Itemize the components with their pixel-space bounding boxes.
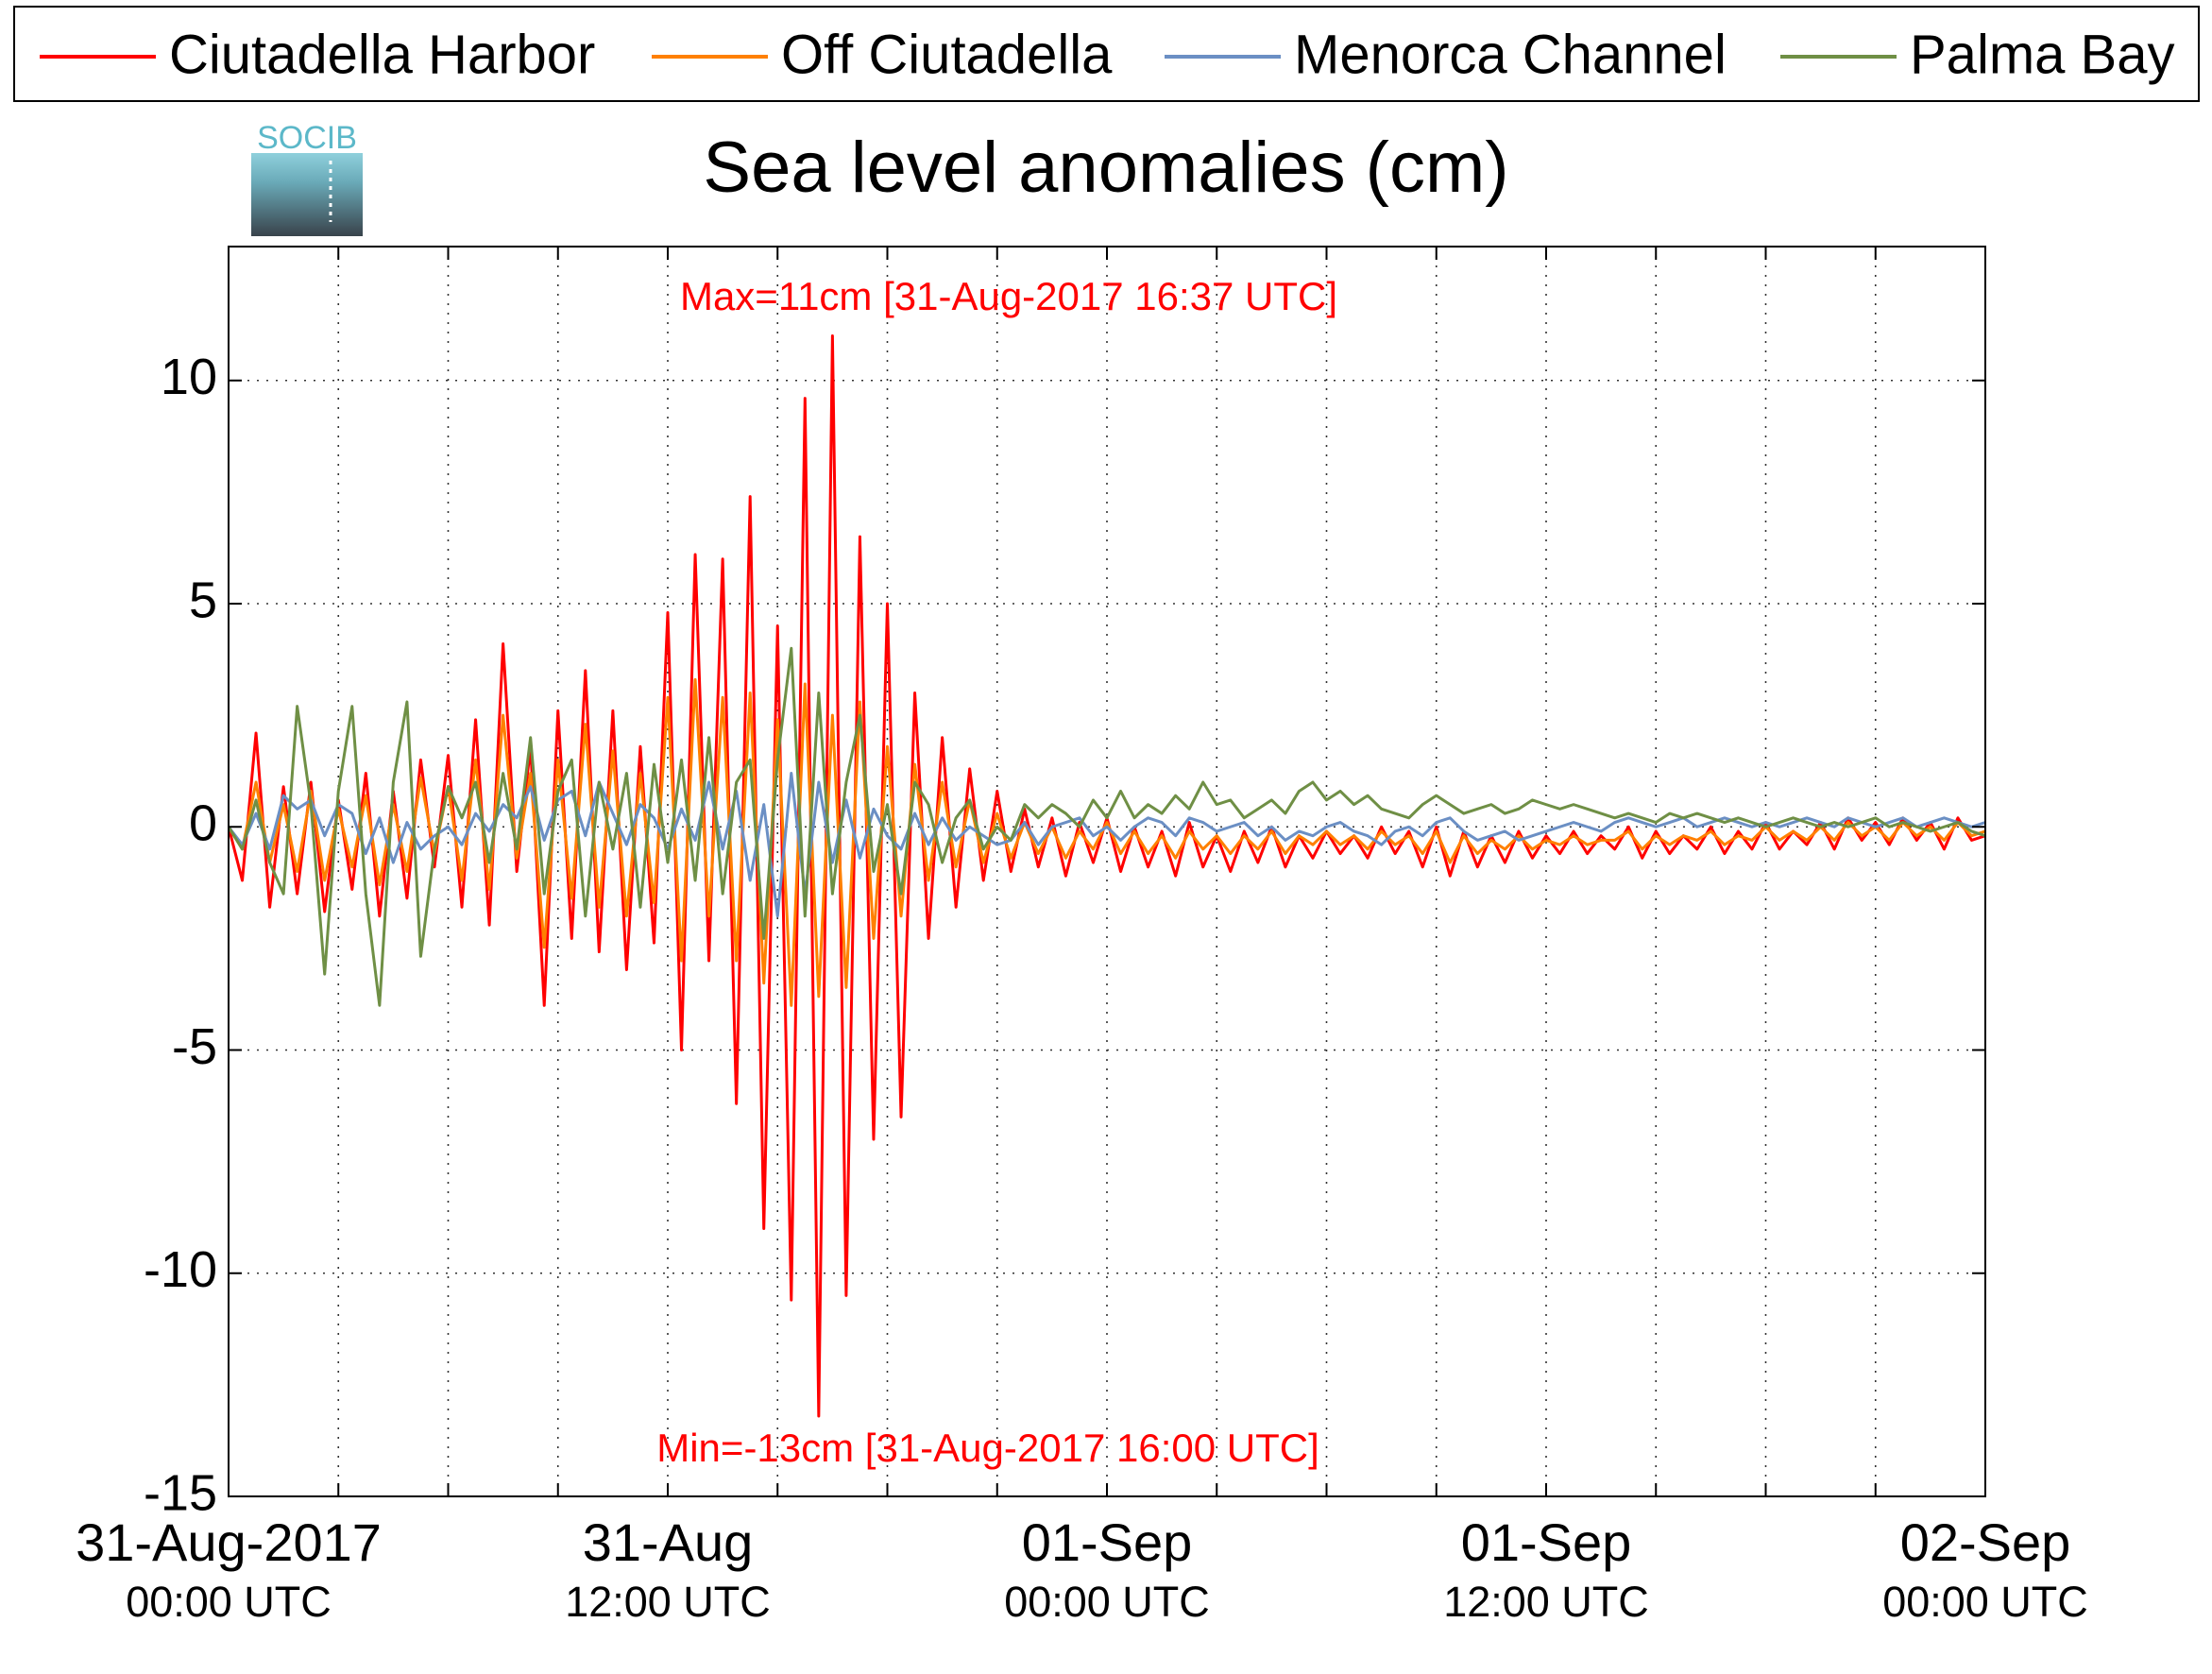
legend-label: Off Ciutadella (781, 24, 1113, 85)
x-tick-label: 02-Sep (1900, 1512, 2071, 1572)
x-tick-label: 31-Aug (583, 1512, 754, 1572)
series-group (229, 334, 1985, 1418)
x-tick-label: 01-Sep (1461, 1512, 1632, 1572)
x-tick-label: 00:00 UTC (1004, 1578, 1210, 1626)
annotation: Max=11cm [31-Aug-2017 16:37 UTC] (680, 274, 1337, 318)
y-tick-label: -15 (144, 1464, 217, 1521)
legend: Ciutadella Harbor Off Ciutadella Menorca C… (40, 24, 2174, 85)
y-tick-label: 0 (189, 795, 217, 852)
series-line (229, 677, 1985, 1007)
legend-label: Palma Bay (1910, 24, 2174, 85)
annotation: Min=-13cm [31-Aug-2017 16:00 UTC] (656, 1426, 1319, 1470)
y-tick-label: 10 (161, 349, 217, 405)
x-tick-label: 00:00 UTC (1882, 1578, 2088, 1626)
x-tick-label: 12:00 UTC (1443, 1578, 1649, 1626)
legend-box (13, 6, 2200, 102)
x-tick-label: 31-Aug-2017 (76, 1512, 382, 1572)
logo-image (251, 153, 363, 236)
x-tick-label: 00:00 UTC (126, 1578, 332, 1626)
chart-title: Sea level anomalies (cm) (703, 128, 1508, 208)
x-tick-label: 12:00 UTC (565, 1578, 771, 1626)
legend-label: Ciutadella Harbor (169, 24, 595, 85)
y-tick-label: -5 (172, 1018, 217, 1075)
logo-text: SOCIB (257, 120, 357, 156)
y-tick-label: -10 (144, 1241, 217, 1298)
x-tick-label: 01-Sep (1022, 1512, 1193, 1572)
series-line (229, 646, 1985, 1007)
legend-label: Menorca Channel (1294, 24, 1727, 85)
logo: SOCIB (251, 120, 363, 236)
axes: -15 -10 -5 0 5 10 31-Aug-2017 00:00 UTC 31-Aug 12… (76, 247, 2088, 1626)
y-tick-label: 5 (189, 572, 217, 628)
